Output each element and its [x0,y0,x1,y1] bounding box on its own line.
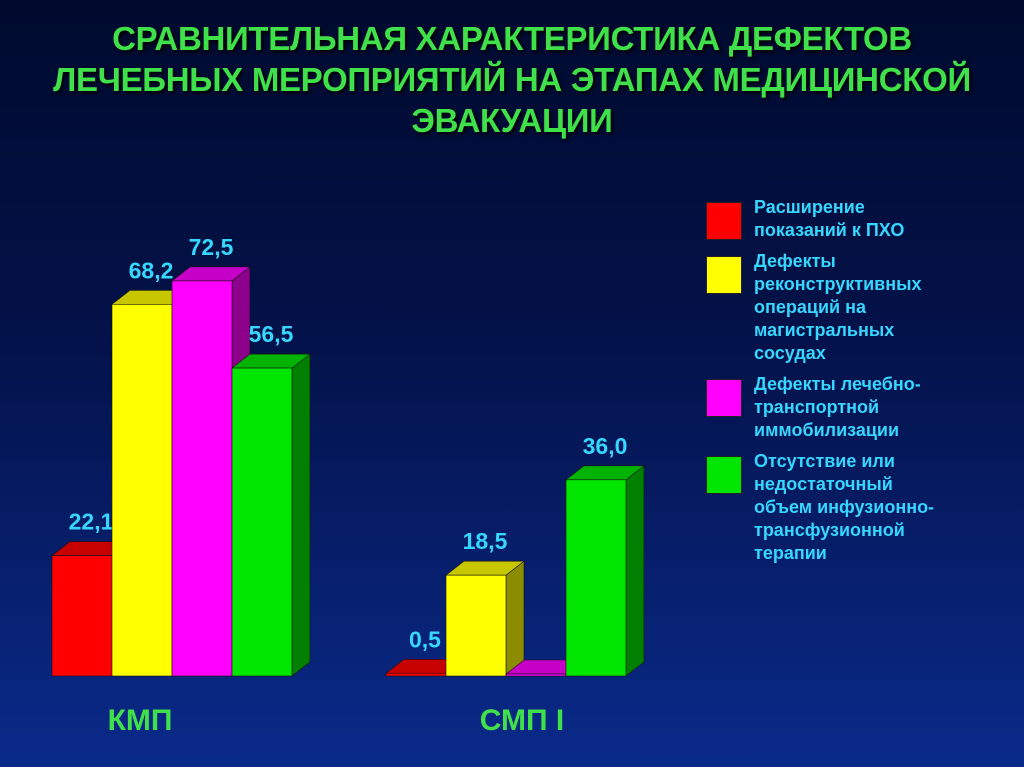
legend-text: Отсутствие или недостаточный объем инфуз… [754,450,1016,565]
data-label: 22,1 [69,509,114,535]
bar-front [111,304,173,677]
chart-legend: Расширение показаний к ПХО Дефекты рекон… [706,196,1016,573]
legend-item: Отсутствие или недостаточный объем инфуз… [706,450,1016,565]
title-line: СРАВНИТЕЛЬНАЯ ХАРАКТЕРИСТИКА ДЕФЕКТОВ [112,20,912,57]
legend-line: иммобилизации [754,420,900,440]
legend-swatch-green [706,456,742,494]
chart-title: СРАВНИТЕЛЬНАЯ ХАРАКТЕРИСТИКА ДЕФЕКТОВ ЛЕ… [20,18,1004,141]
data-label: 68,2 [129,257,174,283]
data-label: 72,5 [189,234,234,260]
data-label: 18,5 [463,528,508,554]
legend-text: Дефекты лечебно- транспортной иммобилиза… [754,373,1016,442]
legend-item: Дефекты реконструктивных операций на маг… [706,250,1016,365]
legend-swatch-magenta [706,379,742,417]
bar-front [445,574,507,677]
bar-side [505,560,525,677]
bar-2-2 [445,560,525,677]
legend-line: объем инфузионно- [754,497,935,517]
legend-text: Расширение показаний к ПХО [754,196,1016,242]
legend-line: недостаточный [754,474,893,494]
data-label: 56,5 [249,321,294,347]
legend-item: Расширение показаний к ПХО [706,196,1016,242]
legend-line: сосудах [754,343,826,363]
legend-item: Дефекты лечебно- транспортной иммобилиза… [706,373,1016,442]
legend-line: Дефекты лечебно- [754,374,921,394]
data-label: 0,5 [409,626,441,652]
legend-text: Дефекты реконструктивных операций на маг… [754,250,1016,365]
bar-2-4 [565,465,645,677]
legend-line: операций на [754,297,866,317]
bar-front [171,280,233,677]
category-label-2: СМП I [480,704,565,737]
data-label: 36,0 [583,433,628,459]
legend-line: Расширение [754,197,865,217]
bar-front [231,367,293,677]
legend-line: реконструктивных [754,274,922,294]
bar-front [51,555,113,677]
legend-swatch-yellow [706,256,742,294]
legend-line: Отсутствие или [754,451,895,471]
title-line: ЭВАКУАЦИИ [411,102,613,139]
legend-line: Дефекты [754,251,836,271]
bar-1-4 [231,353,311,677]
legend-swatch-red [706,202,742,240]
bar-side [625,465,645,677]
bar-side [291,353,311,677]
legend-line: трансфузионной [754,520,905,540]
legend-line: показаний к ПХО [754,220,905,240]
bar-front [505,673,567,677]
bar-front [385,672,447,677]
bar-front [565,479,627,677]
legend-line: магистральных [754,320,895,340]
legend-line: терапии [754,543,827,563]
category-label-1: КМП [108,704,173,737]
title-line: ЛЕЧЕБНЫХ МЕРОПРИЯТИЙ НА ЭТАПАХ МЕДИЦИНСК… [53,61,971,98]
legend-line: транспортной [754,397,880,417]
